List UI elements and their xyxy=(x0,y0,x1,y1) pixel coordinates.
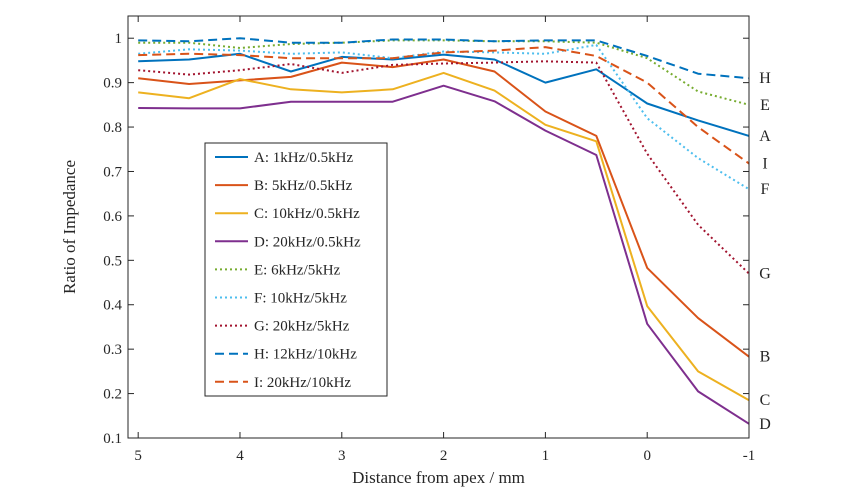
end-label-g: G xyxy=(759,266,771,283)
legend-label-f: F: 10kHz/5kHz xyxy=(254,291,347,307)
legend-label-e: E: 6kHz/5kHz xyxy=(254,262,341,278)
x-tick-label: 4 xyxy=(236,448,244,464)
y-tick-label: 0.7 xyxy=(103,164,122,180)
legend-label-a: A: 1kHz/0.5kHz xyxy=(254,150,353,166)
legend-label-h: H: 12kHz/10kHz xyxy=(254,347,357,363)
x-axis-label: Distance from apex / mm xyxy=(352,468,525,487)
x-tick-label: -1 xyxy=(743,448,756,464)
y-tick-label: 0.1 xyxy=(103,431,122,447)
y-tick-label: 0.2 xyxy=(103,387,122,403)
y-tick-label: 0.3 xyxy=(103,342,122,358)
series-line-c xyxy=(138,71,750,402)
end-label-f: F xyxy=(761,181,770,198)
series-line-e xyxy=(138,39,750,106)
series-line-a xyxy=(138,52,750,137)
y-tick-label: 0.4 xyxy=(103,298,122,314)
x-tick-label: 5 xyxy=(134,448,142,464)
x-tick-label: 2 xyxy=(440,448,448,464)
legend-label-c: C: 10kHz/0.5kHz xyxy=(254,206,360,222)
legend-label-g: G: 20kHz/5kHz xyxy=(254,319,350,335)
series-line-h xyxy=(138,37,750,80)
y-axis-label: Ratio of Impedance xyxy=(60,160,79,294)
y-tick-label: 0.9 xyxy=(103,76,122,92)
series-line-b xyxy=(138,58,750,358)
legend-label-d: D: 20kHz/0.5kHz xyxy=(254,234,361,250)
end-label-c: C xyxy=(760,392,771,409)
x-axis: 5 4 3 2 1 0 -1 xyxy=(134,16,755,464)
end-label-a: A xyxy=(759,128,771,145)
series-line-f xyxy=(138,43,750,191)
end-label-d: D xyxy=(759,416,771,433)
legend: A: 1kHz/0.5kHz B: 5kHz/0.5kHz C: 10kHz/0.5… xyxy=(204,142,388,397)
y-tick-label: 0.5 xyxy=(103,253,122,269)
end-label-h: H xyxy=(759,70,771,87)
y-axis: 0.1 0.2 0.3 0.4 0.5 0.6 0.7 0.8 0.9 1 xyxy=(103,31,749,447)
end-label-i: I xyxy=(762,155,767,172)
y-tick-label: 0.8 xyxy=(103,120,122,136)
series-line-d xyxy=(138,84,750,425)
plot-area-frame xyxy=(127,15,750,439)
x-tick-label: 1 xyxy=(542,448,550,464)
y-tick-label: 1 xyxy=(115,31,123,47)
legend-label-i: I: 20kHz/10kHz xyxy=(254,375,351,391)
legend-label-b: B: 5kHz/0.5kHz xyxy=(254,178,353,194)
x-tick-label: 3 xyxy=(338,448,346,464)
end-label-b: B xyxy=(760,349,771,366)
series-line-i xyxy=(138,46,750,165)
y-tick-label: 0.6 xyxy=(103,209,122,225)
end-label-e: E xyxy=(760,97,770,114)
plot-lines xyxy=(138,37,750,425)
x-tick-label: 0 xyxy=(643,448,651,464)
